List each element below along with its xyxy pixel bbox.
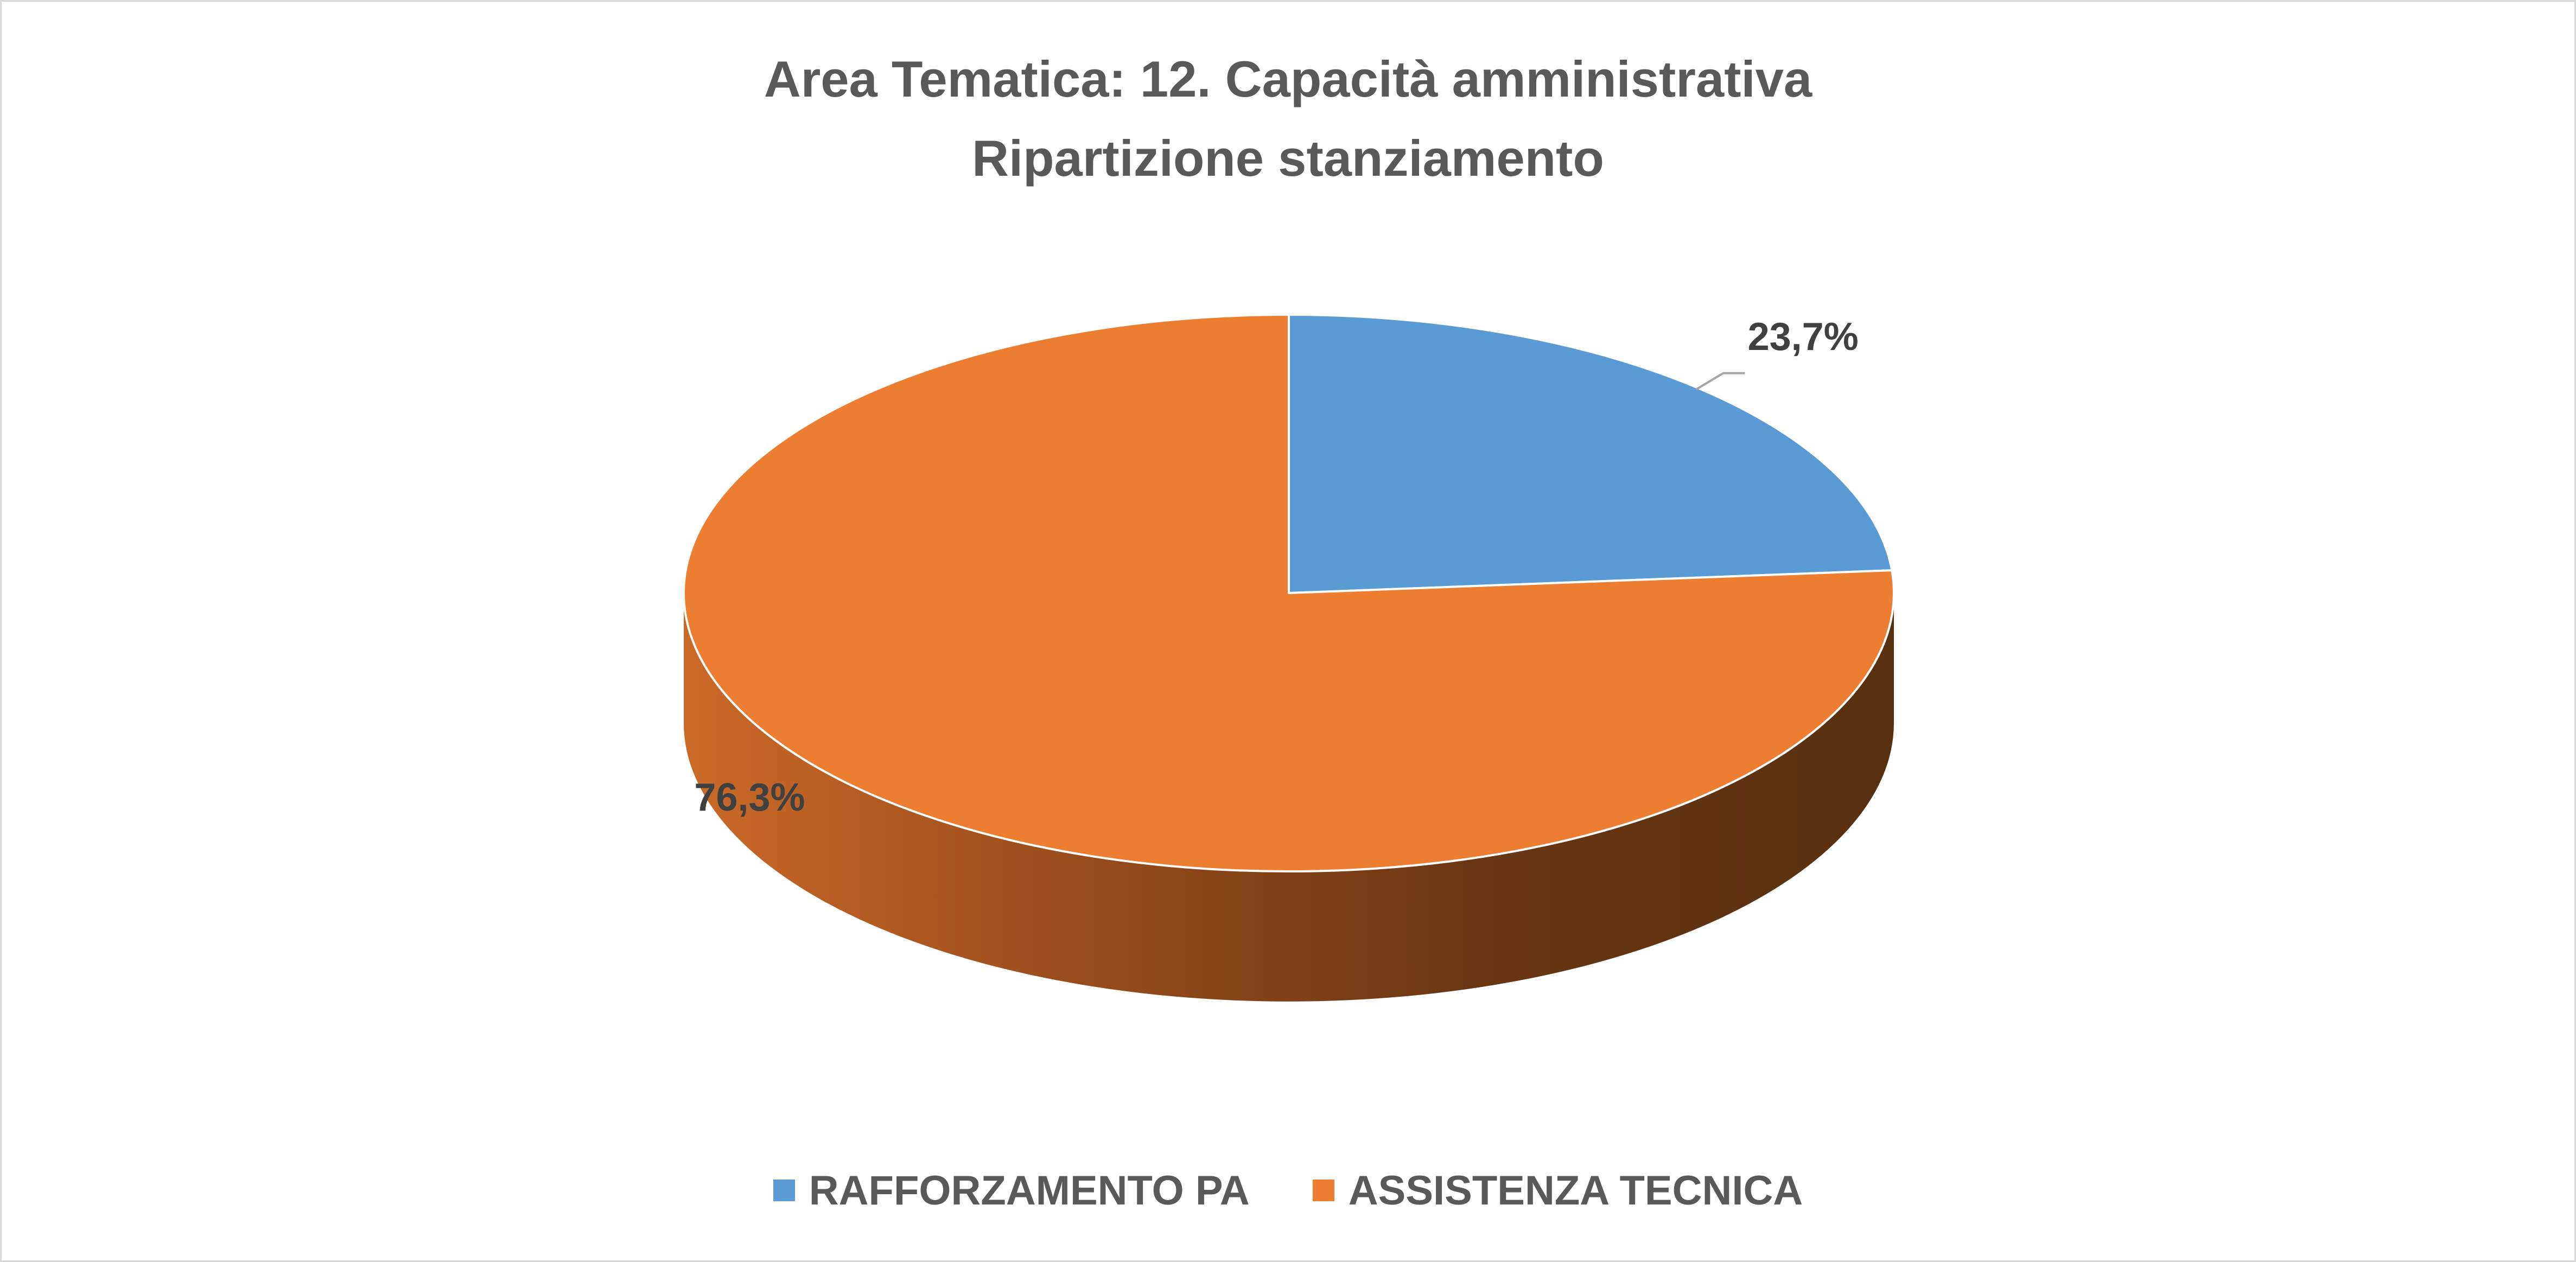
legend-swatch-assistenza-tecnica <box>1312 1180 1334 1201</box>
legend-item-rafforzamento-pa: RAFFORZAMENTO PA <box>773 1167 1250 1214</box>
chart-subtitle: Ripartizione stanziamento <box>972 130 1604 187</box>
data-label-rafforzamento-pa: 23,7% <box>1747 315 1859 359</box>
pie-side-wall <box>684 593 1894 1002</box>
leader-line-rafforzamento-pa <box>1695 372 1745 391</box>
chart-legend: RAFFORZAMENTO PA ASSISTENZA TECNICA <box>2 1161 2574 1220</box>
pie-slice-assistenza-tecnica <box>683 314 1895 872</box>
chart-title: Area Tematica: 12. Capacità amministrati… <box>764 50 1812 107</box>
legend-swatch-rafforzamento-pa <box>773 1180 795 1201</box>
legend-label-assistenza-tecnica: ASSISTENZA TECNICA <box>1348 1167 1803 1214</box>
legend-item-assistenza-tecnica: ASSISTENZA TECNICA <box>1312 1167 1803 1214</box>
legend-label-rafforzamento-pa: RAFFORZAMENTO PA <box>809 1167 1250 1214</box>
data-label-assistenza-tecnica: 76,3% <box>694 776 805 820</box>
